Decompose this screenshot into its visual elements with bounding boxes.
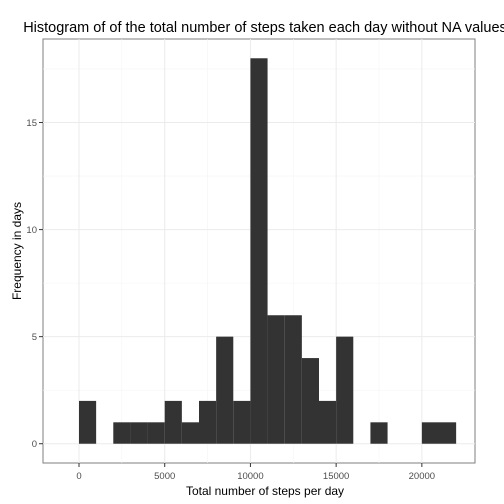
histogram-bar — [370, 422, 388, 444]
y-tick-label: 10 — [26, 225, 37, 236]
y-tick-label: 0 — [32, 439, 37, 450]
x-tick-label: 15000 — [323, 471, 349, 482]
histogram-bar — [199, 400, 217, 444]
y-tick-label: 5 — [32, 332, 37, 343]
histogram-bars — [79, 58, 457, 444]
x-axis-title: Total number of steps per day — [186, 484, 344, 498]
histogram-bar — [319, 400, 337, 444]
histogram-bar — [421, 422, 439, 444]
histogram-bar — [181, 422, 199, 444]
histogram-bar — [336, 336, 354, 444]
histogram-bar — [284, 315, 302, 444]
chart-title: Histogram of of the total number of step… — [23, 20, 504, 36]
x-tick-label: 5000 — [154, 471, 175, 482]
y-axis-title: Frequency in days — [10, 202, 24, 300]
x-tick-label: 0 — [76, 471, 81, 482]
histogram-bar — [79, 400, 97, 444]
histogram-bar — [233, 400, 251, 444]
x-axis: 0 5000 10000 15000 20000 — [76, 463, 435, 482]
y-tick-label: 15 — [26, 118, 37, 129]
x-tick-label: 10000 — [237, 471, 263, 482]
histogram-bar — [301, 358, 319, 444]
histogram-bar — [216, 336, 234, 444]
y-axis: 0 5 10 15 — [26, 118, 43, 450]
histogram-bar — [113, 422, 131, 444]
histogram-bar — [267, 315, 285, 444]
histogram-bar — [439, 422, 457, 444]
histogram-bar — [130, 422, 148, 444]
histogram-bar — [250, 58, 268, 444]
x-tick-label: 20000 — [409, 471, 435, 482]
histogram-bar — [147, 422, 165, 444]
histogram-bar — [164, 400, 182, 444]
